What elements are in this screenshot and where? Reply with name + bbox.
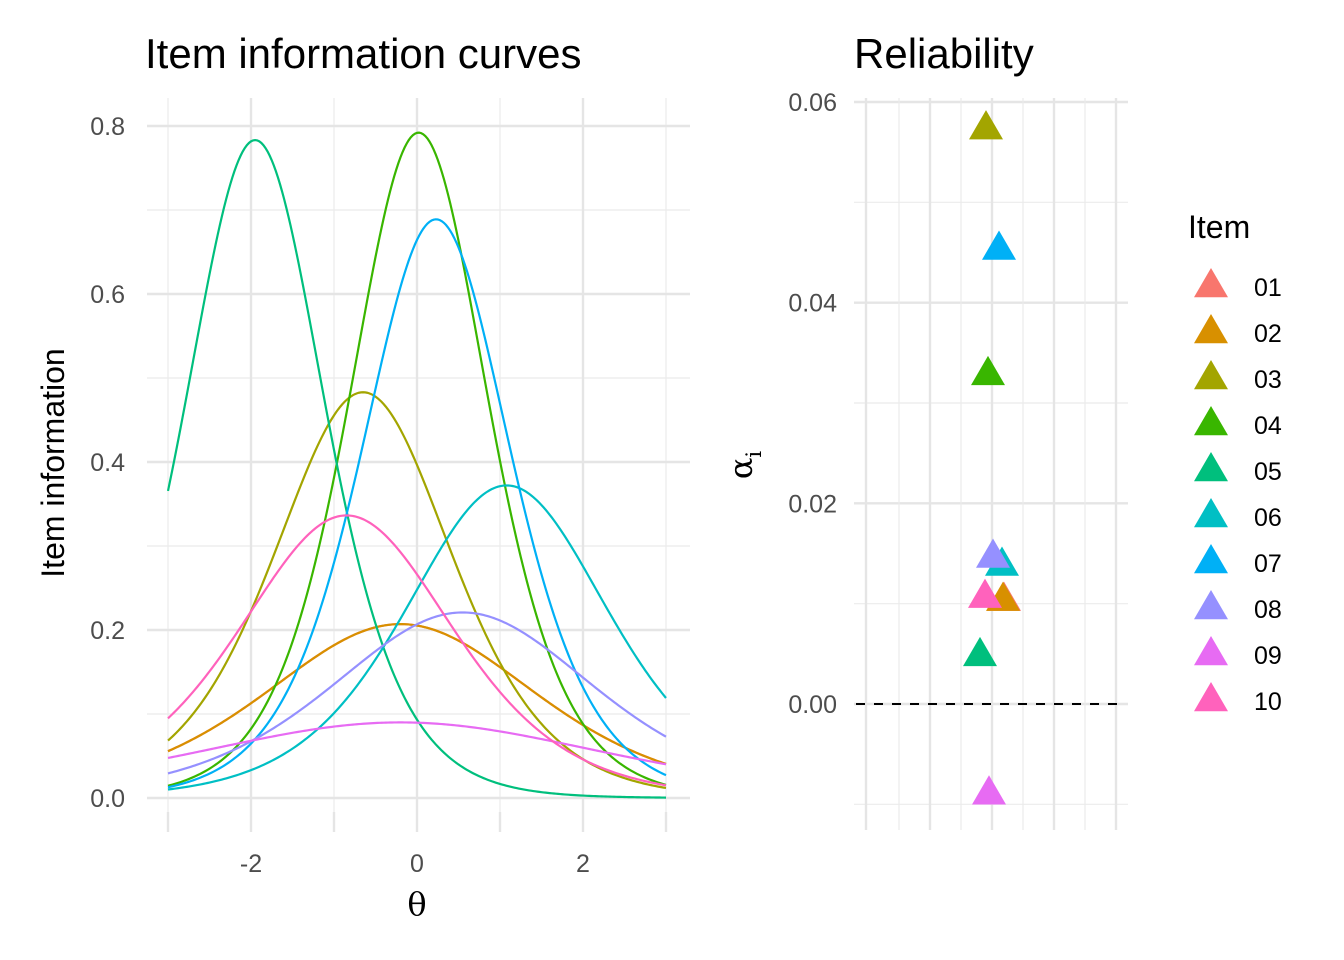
legend-key-03 — [1194, 360, 1228, 390]
legend-label-08: 08 — [1254, 596, 1282, 624]
legend-label-05: 05 — [1254, 458, 1282, 486]
legend-key-06 — [1194, 498, 1228, 528]
right-gridlines — [854, 98, 1128, 830]
legend-key-05 — [1194, 452, 1228, 482]
curve-item-10 — [167, 514, 667, 787]
left-y-tick-label: 0.2 — [90, 617, 125, 645]
curve-item-05 — [166, 138, 667, 799]
legend-key-09 — [1194, 636, 1228, 666]
reliability-point-item-08 — [976, 538, 1010, 568]
left-y-tick-label: 0.0 — [90, 785, 125, 813]
left-x-tick-label: 2 — [576, 850, 590, 878]
legend-label-02: 02 — [1254, 320, 1282, 348]
curve-item-09 — [167, 721, 667, 766]
legend-key-01 — [1194, 268, 1228, 298]
left-y-tick-label: 0.8 — [90, 113, 125, 141]
legend-label-06: 06 — [1254, 504, 1282, 532]
right-y-tick-labels: 0.00 0.02 0.04 0.06 — [788, 89, 837, 719]
reliability-point-item-03 — [969, 110, 1003, 140]
right-y-tick-label: 0.02 — [788, 490, 837, 518]
reliability-panel: Reliability 0.00 0.02 0.04 0.06 αi — [722, 30, 1128, 830]
left-y-axis-label: Item information — [35, 348, 71, 577]
right-y-axis-label: αi — [722, 451, 766, 480]
legend-key-04 — [1194, 406, 1228, 436]
legend-title: Item — [1188, 209, 1250, 245]
left-chart-title: Item information curves — [145, 30, 582, 77]
reliability-point-item-09 — [972, 775, 1006, 805]
reliability-points — [963, 110, 1021, 805]
right-y-tick-label: 0.06 — [788, 89, 837, 117]
legend-label-07: 07 — [1254, 550, 1282, 578]
legend-label-01: 01 — [1254, 274, 1282, 302]
curve-item-06 — [167, 484, 667, 791]
legend-key-02 — [1194, 314, 1228, 344]
curve-item-07 — [167, 218, 667, 789]
legend-key-07 — [1194, 544, 1228, 574]
left-y-tick-label: 0.6 — [90, 281, 125, 309]
legend-label-03: 03 — [1254, 366, 1282, 394]
left-y-tick-labels: 0.0 0.2 0.4 0.6 0.8 — [90, 113, 125, 813]
reliability-point-item-05 — [963, 636, 997, 667]
legend-label-10: 10 — [1254, 688, 1282, 716]
legend-label-04: 04 — [1254, 412, 1282, 440]
left-x-axis-label: θ — [407, 885, 426, 923]
left-x-tick-label: 0 — [410, 850, 424, 878]
item-information-curves — [166, 131, 667, 799]
left-x-tick-labels: -2 0 2 — [240, 850, 590, 878]
legend-key-08 — [1194, 590, 1228, 620]
reliability-point-item-04 — [971, 355, 1005, 386]
alpha-subscript: i — [742, 451, 766, 458]
right-y-tick-label: 0.04 — [788, 290, 837, 318]
item-information-panel: Item information curves 0.00.20.40.60.8 … — [35, 30, 690, 923]
left-x-tick-label: -2 — [240, 850, 262, 878]
legend: Item 01 02 03 04 05 06 07 08 09 10 — [1188, 209, 1282, 716]
right-y-tick-label: 0.00 — [788, 691, 837, 719]
reliability-point-item-10 — [968, 578, 1002, 608]
legend-label-09: 09 — [1254, 642, 1282, 670]
left-y-tick-label: 0.4 — [90, 449, 125, 477]
curve-item-04 — [167, 131, 667, 787]
alpha-symbol: α — [722, 458, 760, 480]
legend-items: 01 02 03 04 05 06 07 08 09 10 — [1194, 268, 1282, 716]
reliability-point-item-07 — [982, 230, 1016, 260]
right-chart-title: Reliability — [854, 30, 1034, 77]
legend-key-10 — [1194, 682, 1228, 712]
